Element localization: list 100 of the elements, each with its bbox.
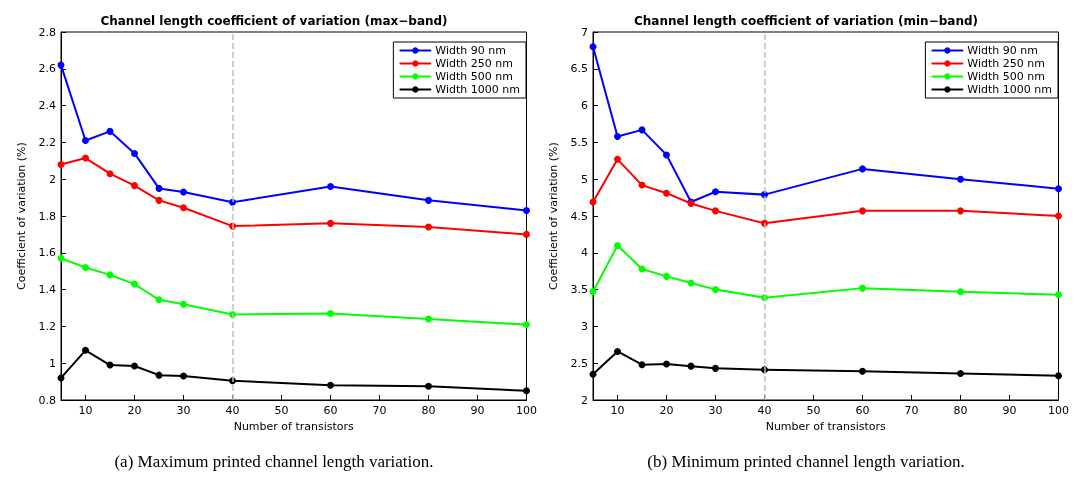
y-tick-label: 7 (581, 25, 588, 39)
point (859, 284, 866, 292)
point (663, 272, 670, 280)
y-tick-label: 4 (581, 246, 588, 260)
y-axis-title: Coefficient of variation (%) (15, 142, 28, 290)
point (859, 367, 866, 375)
x-tick-label: 20 (127, 404, 142, 417)
point (1055, 291, 1062, 299)
legend-label: Width 1000 nm (967, 83, 1053, 96)
point (1055, 185, 1062, 193)
y-tick-label: 2 (49, 172, 56, 186)
point (327, 310, 334, 318)
point (180, 204, 187, 212)
point (131, 362, 138, 370)
point (638, 361, 646, 369)
point (712, 188, 719, 196)
y-tick-label: 1.8 (38, 209, 56, 223)
point (57, 254, 65, 262)
point (957, 288, 964, 296)
x-tick-label: 100 (1048, 404, 1069, 417)
x-tick-label: 30 (176, 404, 191, 417)
point (155, 296, 163, 304)
legend-label: Width 250 nm (967, 57, 1046, 70)
x-tick-label: 60 (855, 404, 870, 417)
x-tick-label: 60 (323, 404, 338, 417)
point (1055, 372, 1062, 380)
x-axis-title: Number of transistors (233, 419, 355, 433)
point (180, 188, 187, 196)
point (614, 347, 621, 355)
point (523, 387, 530, 395)
legend-label: Width 500 nm (435, 70, 514, 83)
point (957, 175, 964, 183)
point (425, 382, 432, 390)
point (614, 241, 621, 249)
point (523, 321, 530, 329)
y-tick-label: 1.6 (38, 246, 56, 260)
x-tick-label: 40 (225, 404, 240, 417)
x-tick-label: 100 (516, 404, 537, 417)
y-tick-label: 6 (581, 99, 588, 113)
y-tick-label: 4.5 (570, 209, 588, 223)
point (663, 360, 670, 368)
y-tick-label: 1.4 (38, 283, 56, 297)
y-tick-label: 1.2 (38, 319, 56, 333)
y-tick-label: 5.5 (570, 135, 588, 149)
point (425, 315, 432, 323)
point (589, 288, 597, 296)
point (155, 184, 163, 192)
point (712, 207, 719, 215)
x-tick-label: 80 (421, 404, 436, 417)
point (957, 370, 964, 377)
y-tick-label: 1 (49, 356, 56, 370)
point (523, 206, 530, 214)
point (327, 183, 334, 191)
point (712, 286, 719, 294)
y-tick-label: 0.8 (38, 393, 56, 407)
legend-label: Width 1000 nm (435, 83, 521, 96)
x-tick-label: 90 (470, 404, 485, 417)
point (57, 160, 65, 168)
y-tick-label: 3 (581, 319, 588, 333)
y-tick-label: 2.5 (570, 356, 588, 370)
legend-label: Width 250 nm (435, 57, 514, 70)
y-tick-label: 3.5 (570, 283, 588, 297)
y-axis-title: Coefficient of variation (%) (547, 142, 560, 290)
text: (a) Maximum printed channel length variation. (114, 452, 434, 471)
point (614, 155, 621, 163)
point (106, 127, 114, 135)
point (589, 370, 597, 378)
point (82, 154, 89, 162)
text: (b) Minimum printed channel length variation. (647, 452, 965, 471)
legend-label: Width 500 nm (967, 70, 1046, 83)
y-tick-label: 2.6 (38, 62, 56, 76)
point (131, 182, 138, 190)
point (180, 300, 187, 308)
point (131, 149, 138, 157)
point (523, 230, 530, 238)
x-tick-label: 20 (659, 404, 674, 417)
point (859, 165, 866, 173)
x-tick-label: 40 (757, 404, 772, 417)
y-tick-label: 2 (581, 393, 588, 407)
legend-label: Width 90 nm (435, 44, 507, 57)
x-tick-label: 80 (953, 404, 968, 417)
point (712, 364, 719, 372)
point (82, 264, 89, 272)
x-tick-label: 90 (1002, 404, 1017, 417)
point (82, 346, 89, 354)
point (425, 223, 432, 231)
y-tick-label: 2.2 (38, 135, 56, 149)
point (180, 372, 187, 380)
x-tick-label: 10 (78, 404, 93, 417)
point (155, 196, 163, 204)
x-axis-title: Number of transistors (765, 419, 887, 433)
y-tick-label: 6.5 (570, 62, 588, 76)
x-tick-label: 70 (904, 404, 919, 417)
point (1055, 212, 1062, 220)
legend-label: Width 90 nm (967, 44, 1039, 57)
x-tick-label: 10 (610, 404, 625, 417)
point (859, 207, 866, 215)
point (663, 151, 670, 159)
point (327, 381, 334, 389)
point (425, 196, 432, 204)
